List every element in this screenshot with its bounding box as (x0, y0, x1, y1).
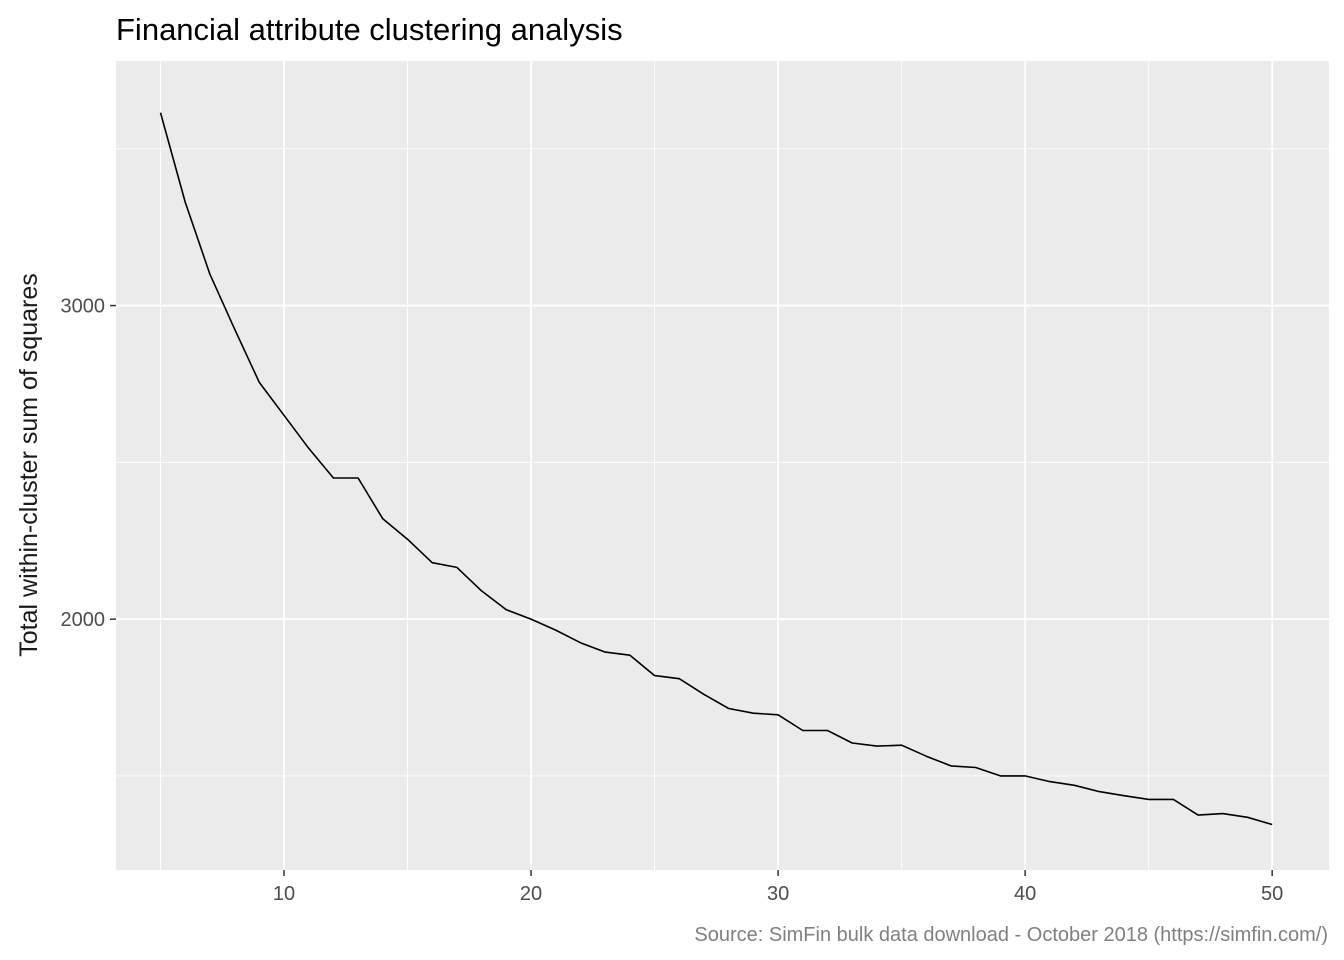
x-tick-label: 10 (273, 883, 295, 905)
x-axis-tick-labels: 10 20 30 40 50 (273, 883, 1283, 905)
major-grid-lines (116, 61, 1329, 870)
x-tick-label: 30 (767, 883, 789, 905)
y-axis-tick-labels: 2000 3000 (61, 296, 106, 632)
chart-title: Financial attribute clustering analysis (116, 12, 623, 47)
series-group (159, 112, 1273, 826)
x-tick-label: 50 (1261, 883, 1283, 905)
axis-ticks (110, 304, 1273, 876)
series-line (159, 112, 1273, 826)
x-tick-label: 20 (520, 883, 542, 905)
x-tick-label: 40 (1014, 883, 1036, 905)
source-caption: Source: SimFin bulk data download - Octo… (694, 924, 1328, 946)
plot-panel (116, 61, 1329, 870)
y-axis-title: Total within-cluster sum of squares (15, 273, 43, 656)
minor-grid-lines (116, 61, 1329, 870)
y-tick-label: 3000 (61, 296, 106, 318)
y-tick-label: 2000 (61, 609, 106, 631)
